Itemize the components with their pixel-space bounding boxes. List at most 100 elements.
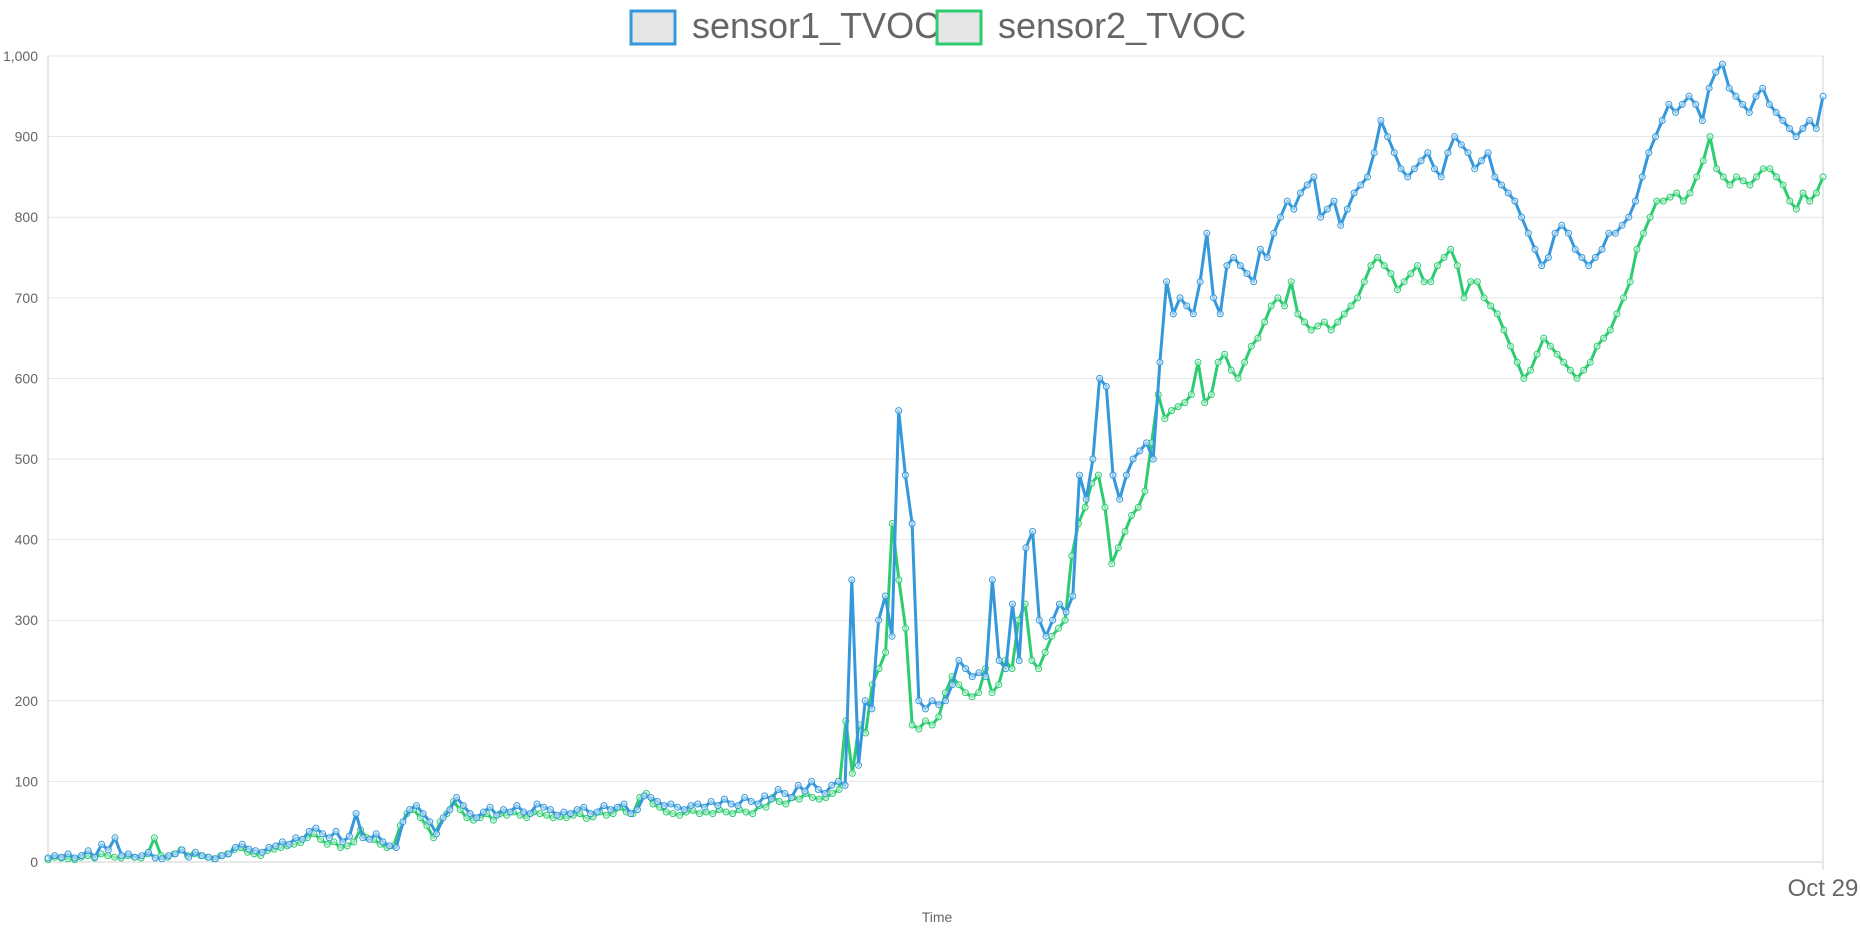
data-point[interactable] — [1678, 100, 1686, 108]
data-point[interactable] — [57, 853, 65, 861]
data-point[interactable] — [252, 847, 260, 855]
data-point[interactable] — [520, 808, 528, 816]
data-point[interactable] — [1645, 149, 1653, 157]
data-point[interactable] — [1196, 278, 1204, 286]
data-point[interactable] — [392, 844, 400, 851]
data-point[interactable] — [855, 761, 862, 769]
data-point[interactable] — [1149, 455, 1157, 463]
data-point[interactable] — [1174, 403, 1182, 411]
data-point[interactable] — [1163, 278, 1171, 286]
data-point[interactable] — [419, 810, 427, 818]
data-point[interactable] — [319, 830, 327, 838]
data-point[interactable] — [1658, 117, 1666, 124]
data-point[interactable] — [225, 850, 233, 858]
data-point[interactable] — [868, 705, 876, 713]
data-point[interactable] — [1779, 117, 1787, 124]
data-point[interactable] — [64, 850, 72, 858]
data-point[interactable] — [1819, 173, 1827, 181]
data-point[interactable] — [875, 616, 883, 624]
data-point[interactable] — [111, 834, 119, 842]
data-point[interactable] — [1094, 471, 1102, 479]
data-point[interactable] — [218, 852, 226, 860]
data-point[interactable] — [660, 802, 668, 810]
data-point[interactable] — [191, 848, 199, 856]
data-point[interactable] — [1320, 318, 1328, 326]
data-point[interactable] — [1360, 278, 1368, 286]
data-point[interactable] — [1221, 350, 1229, 358]
data-point[interactable] — [935, 701, 943, 709]
data-point[interactable] — [1009, 600, 1016, 608]
data-point[interactable] — [1786, 125, 1793, 132]
data-point[interactable] — [662, 808, 670, 816]
data-point[interactable] — [1327, 326, 1335, 334]
data-point[interactable] — [1433, 262, 1441, 270]
data-point[interactable] — [1334, 318, 1342, 326]
data-point[interactable] — [1015, 657, 1023, 664]
data-point[interactable] — [1766, 165, 1774, 173]
data-point[interactable] — [453, 794, 461, 801]
data-point[interactable] — [1580, 366, 1588, 374]
data-point[interactable] — [774, 786, 782, 793]
data-point[interactable] — [1638, 173, 1646, 181]
data-point[interactable] — [124, 850, 132, 858]
data-point[interactable] — [1089, 455, 1097, 463]
data-point[interactable] — [1028, 657, 1036, 664]
data-point[interactable] — [1380, 262, 1388, 270]
data-point[interactable] — [1404, 173, 1412, 181]
data-point[interactable] — [1799, 125, 1807, 132]
data-point[interactable] — [1753, 173, 1760, 181]
data-point[interactable] — [1759, 165, 1767, 173]
data-point[interactable] — [1048, 632, 1056, 640]
data-point[interactable] — [1410, 165, 1418, 173]
data-point[interactable] — [593, 808, 601, 816]
data-point[interactable] — [352, 810, 360, 818]
data-point[interactable] — [1739, 100, 1747, 108]
data-point[interactable] — [788, 794, 795, 801]
data-point[interactable] — [1277, 213, 1284, 221]
data-point[interactable] — [835, 786, 843, 793]
data-point[interactable] — [1719, 60, 1726, 68]
data-point[interactable] — [1632, 197, 1639, 205]
data-point[interactable] — [1565, 229, 1572, 237]
data-point[interactable] — [1792, 205, 1800, 213]
data-point[interactable] — [506, 808, 514, 816]
data-point[interactable] — [433, 830, 440, 838]
data-point[interactable] — [829, 790, 836, 797]
data-point[interactable] — [580, 803, 588, 811]
data-point[interactable] — [489, 816, 497, 824]
data-point[interactable] — [848, 576, 856, 584]
legend[interactable]: sensor1_TVOC sensor2_TVOC — [629, 5, 1246, 46]
data-point[interactable] — [1330, 197, 1338, 205]
data-point[interactable] — [1384, 133, 1392, 141]
data-point[interactable] — [988, 689, 996, 697]
data-point[interactable] — [1493, 310, 1501, 318]
data-point[interactable] — [795, 795, 803, 803]
data-point[interactable] — [1712, 68, 1720, 76]
data-point[interactable] — [633, 806, 641, 814]
data-point[interactable] — [245, 845, 253, 853]
data-point[interactable] — [1168, 407, 1175, 415]
data-point[interactable] — [1082, 495, 1090, 503]
data-point[interactable] — [171, 850, 179, 858]
data-point[interactable] — [781, 790, 789, 797]
data-point[interactable] — [1471, 165, 1479, 173]
data-point[interactable] — [1397, 165, 1405, 173]
data-point[interactable] — [754, 800, 762, 808]
data-point[interactable] — [1400, 278, 1408, 286]
data-point[interactable] — [968, 693, 976, 701]
data-point[interactable] — [278, 838, 286, 846]
legend-label-sensor1[interactable]: sensor1_TVOC — [692, 5, 940, 46]
data-point[interactable] — [343, 842, 351, 850]
data-point[interactable] — [563, 814, 570, 822]
data-point[interactable] — [955, 681, 963, 689]
data-point[interactable] — [104, 852, 112, 860]
data-point[interactable] — [1317, 213, 1325, 221]
data-point[interactable] — [901, 471, 909, 479]
data-point[interactable] — [1216, 310, 1224, 318]
data-point[interactable] — [775, 798, 783, 805]
data-point[interactable] — [1370, 149, 1378, 157]
data-point[interactable] — [942, 697, 949, 705]
legend-item-sensor1[interactable]: sensor1_TVOC — [629, 5, 940, 46]
data-point[interactable] — [742, 808, 750, 816]
data-point[interactable] — [1646, 213, 1654, 221]
